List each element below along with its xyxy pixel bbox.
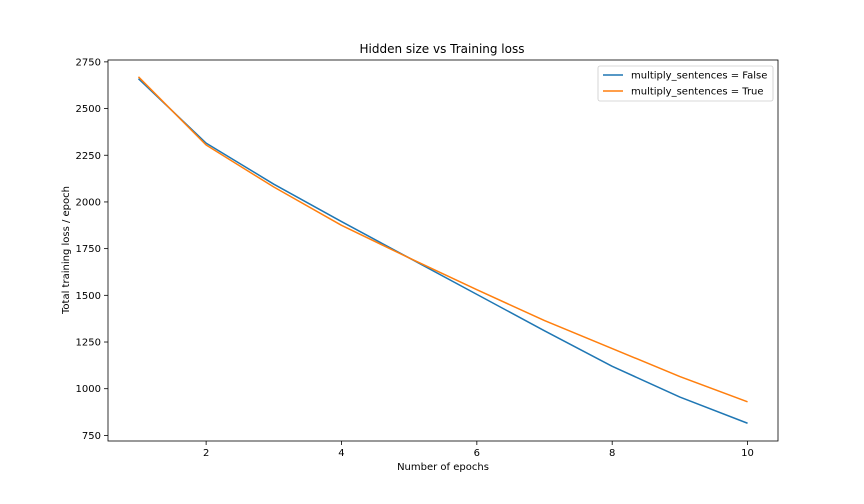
- y-tick-label: 1500: [76, 291, 101, 302]
- series-lines: [137, 76, 748, 424]
- y-axis-label: Total training loss / epoch: [61, 186, 72, 315]
- y-tick-label: 1750: [76, 244, 101, 255]
- x-tick-label: 4: [338, 448, 344, 459]
- y-axis: 750 1000 1250 1500 1750 2000 2250 2500 2750: [76, 57, 108, 442]
- legend: multiply_sentences = False multiply_sent…: [597, 65, 774, 102]
- legend-entry-true: multiply_sentences = True: [631, 87, 764, 98]
- x-tick-label: 6: [474, 448, 480, 459]
- y-tick-label: 1250: [76, 338, 101, 349]
- x-tick-label: 2: [203, 448, 209, 459]
- chart-title: Hidden size vs Training loss: [360, 42, 525, 56]
- x-tick-label: 8: [609, 448, 615, 459]
- x-axis: 2 4 6 8 10: [203, 441, 754, 459]
- y-tick-label: 2000: [76, 197, 101, 208]
- y-tick-label: 2750: [76, 57, 101, 68]
- y-tick-label: 2500: [76, 104, 101, 115]
- series-line-false: [137, 78, 748, 424]
- legend-box: [597, 65, 774, 102]
- x-axis-label: Number of epochs: [397, 462, 489, 473]
- series-line-true: [137, 76, 748, 403]
- plot-frame: [107, 59, 779, 442]
- y-tick-label: 2250: [76, 151, 101, 162]
- y-tick-label: 1000: [76, 384, 101, 395]
- legend-entry-false: multiply_sentences = False: [631, 71, 767, 82]
- x-tick-label: 10: [741, 448, 754, 459]
- plot-area: 2 4 6 8 10 750 1000 1250 1500 1750 2000 2250 2500 27…: [76, 57, 779, 459]
- y-tick-label: 750: [82, 431, 101, 442]
